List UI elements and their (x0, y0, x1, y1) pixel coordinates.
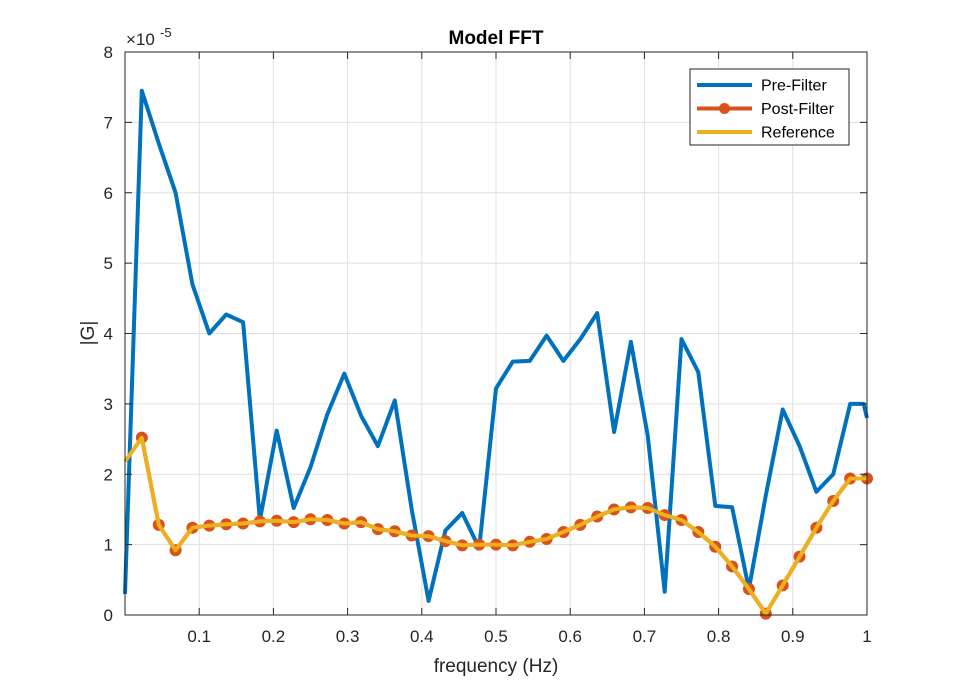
legend-label: Reference (761, 125, 835, 142)
legend-entry: Reference (697, 125, 835, 142)
legend: Pre-Filter Post-Filter Reference (689, 68, 850, 146)
x-tick-label: 0.2 (262, 627, 286, 646)
y-tick-label: 0 (104, 606, 113, 625)
legend-entry: Pre-Filter (697, 78, 827, 95)
y-tick-label: 1 (104, 536, 113, 555)
y-exponent: ×10 -5 (126, 25, 172, 49)
x-tick-label: 0.5 (484, 627, 508, 646)
y-tick-label: 3 (104, 395, 113, 414)
y-tick-label: 7 (104, 113, 113, 132)
y-exponent-base: ×10 (126, 30, 155, 49)
y-tick-label: 6 (104, 184, 113, 203)
series-layer (123, 88, 873, 620)
series-pre-filter (123, 88, 869, 603)
tick-labels: 0.1 0.2 0.3 0.4 0.5 0.6 0.7 0.8 0.9 1 0 1 2 3 4 5 6 7 8 (104, 43, 872, 646)
x-tick-label: 0.3 (336, 627, 360, 646)
y-axis-label: |G| (78, 321, 99, 346)
series-reference (123, 435, 867, 616)
y-exponent-power: -5 (160, 25, 172, 40)
x-tick-label: 0.9 (781, 627, 805, 646)
legend-marker (719, 103, 730, 114)
y-tick-label: 5 (104, 254, 113, 273)
legend-label: Post-Filter (761, 101, 835, 118)
legend-entry: Post-Filter (697, 101, 835, 118)
series-line (123, 88, 869, 603)
ticks (125, 51, 868, 616)
x-tick-label: 0.6 (558, 627, 582, 646)
x-tick-label: 0.4 (410, 627, 434, 646)
x-tick-label: 0.1 (187, 627, 211, 646)
y-tick-label: 8 (104, 43, 113, 62)
series-line (123, 435, 867, 616)
legend-label: Pre-Filter (761, 78, 827, 95)
x-tick-label: 1 (862, 627, 871, 646)
x-tick-label: 0.8 (707, 627, 731, 646)
x-axis-label: frequency (Hz) (434, 656, 559, 677)
x-tick-label: 0.7 (633, 627, 657, 646)
y-tick-label: 2 (104, 465, 113, 484)
chart-title: Model FFT (449, 28, 544, 49)
y-tick-label: 4 (104, 325, 113, 344)
